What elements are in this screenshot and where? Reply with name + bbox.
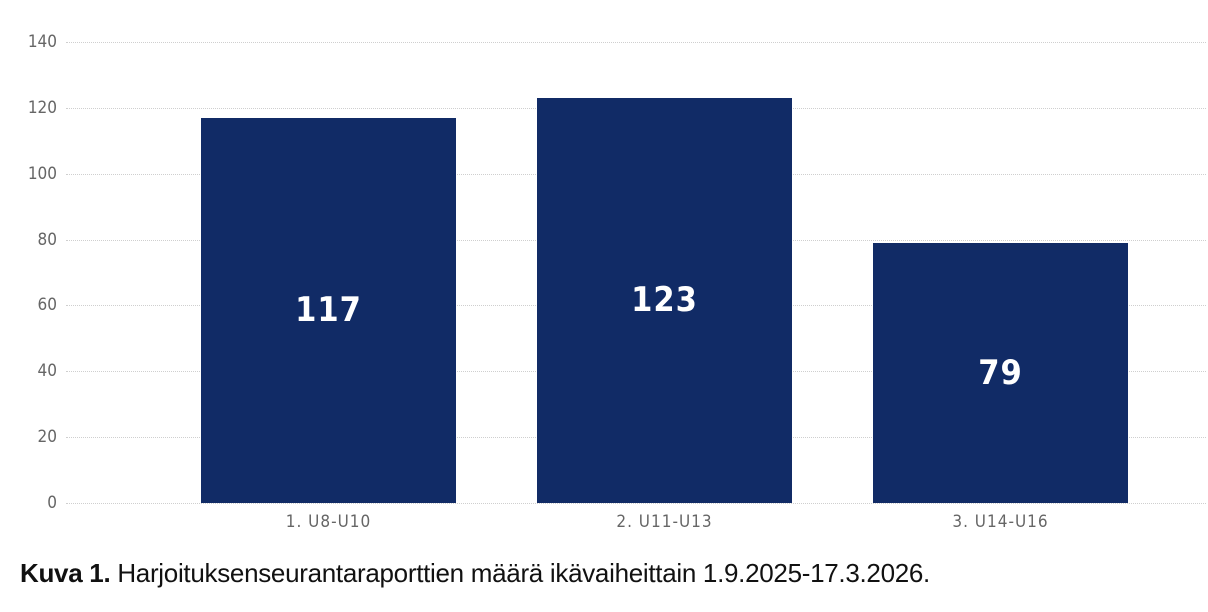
x-tick-label: 2. U11-U13 (616, 512, 713, 532)
y-tick-label: 120 (27, 97, 57, 118)
bar: 117 (201, 117, 456, 503)
y-tick-label: 60 (37, 295, 57, 316)
bar-value-label: 123 (631, 280, 698, 321)
y-tick-label: 100 (27, 163, 57, 184)
bar: 123 (537, 97, 792, 503)
bar-value-label: 79 (978, 352, 1023, 393)
x-tick-label: 3. U14-U16 (952, 512, 1049, 532)
bar-chart: 0 20 40 60 80 100 120 140 117 123 79 1. U8-U10 2. … (27, 32, 1206, 532)
y-tick-label: 80 (37, 229, 57, 250)
y-tick-label: 40 (37, 361, 57, 382)
x-tick-label: 1. U8-U10 (285, 512, 372, 532)
y-tick-label: 20 (37, 427, 57, 448)
gridline (66, 42, 1206, 43)
figure-caption: Kuva 1. Harjoituksenseurantaraporttien m… (20, 558, 930, 589)
caption-label: Kuva 1. (20, 558, 111, 588)
bar-value-label: 117 (295, 290, 362, 331)
y-tick-label: 0 (47, 493, 57, 513)
caption-text: Harjoituksenseurantaraporttien määrä ikä… (110, 558, 930, 588)
gridline (66, 503, 1206, 504)
bar: 79 (873, 242, 1128, 503)
y-tick-label: 140 (27, 32, 57, 52)
